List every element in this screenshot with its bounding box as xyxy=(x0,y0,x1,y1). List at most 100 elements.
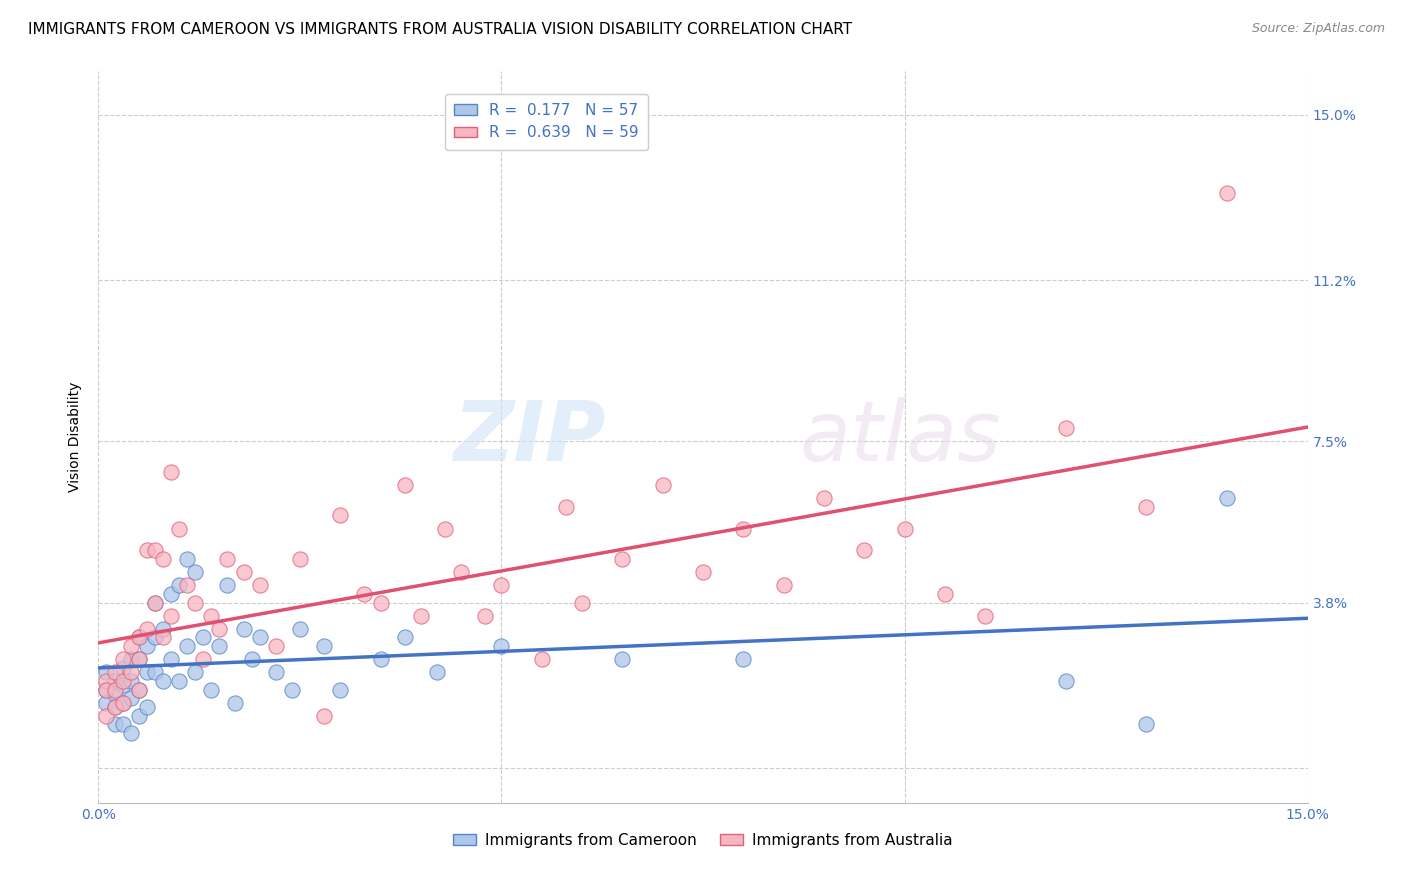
Text: Source: ZipAtlas.com: Source: ZipAtlas.com xyxy=(1251,22,1385,36)
Text: atlas: atlas xyxy=(800,397,1001,477)
Point xyxy=(111,678,134,692)
Point xyxy=(167,578,190,592)
Point xyxy=(111,696,134,710)
Point xyxy=(135,665,157,680)
Point xyxy=(103,665,125,680)
Point xyxy=(143,595,166,609)
Point xyxy=(103,700,125,714)
Text: ZIP: ZIP xyxy=(454,397,606,477)
Point xyxy=(176,639,198,653)
Point xyxy=(208,639,231,653)
Point xyxy=(120,691,142,706)
Point xyxy=(193,652,215,666)
Point xyxy=(314,639,336,653)
Point xyxy=(193,631,215,645)
Point xyxy=(160,465,183,479)
Point xyxy=(1216,186,1239,201)
Point xyxy=(651,478,673,492)
Point xyxy=(733,652,755,666)
Point xyxy=(281,682,304,697)
Point xyxy=(111,717,134,731)
Point xyxy=(135,622,157,636)
Point xyxy=(353,587,375,601)
Point xyxy=(120,673,142,688)
Point xyxy=(152,622,174,636)
Text: IMMIGRANTS FROM CAMEROON VS IMMIGRANTS FROM AUSTRALIA VISION DISABILITY CORRELAT: IMMIGRANTS FROM CAMEROON VS IMMIGRANTS F… xyxy=(28,22,852,37)
Point xyxy=(426,665,449,680)
Point xyxy=(111,652,134,666)
Point xyxy=(1135,717,1157,731)
Point xyxy=(200,608,222,623)
Point xyxy=(128,682,150,697)
Point xyxy=(96,673,118,688)
Point xyxy=(135,639,157,653)
Point xyxy=(329,508,352,523)
Point xyxy=(329,682,352,697)
Point xyxy=(128,682,150,697)
Point xyxy=(103,673,125,688)
Point xyxy=(167,521,190,535)
Point xyxy=(571,595,593,609)
Point xyxy=(1216,491,1239,505)
Point xyxy=(128,652,150,666)
Point xyxy=(143,595,166,609)
Point xyxy=(200,682,222,697)
Point xyxy=(128,631,150,645)
Point xyxy=(128,652,150,666)
Point xyxy=(143,631,166,645)
Point xyxy=(120,726,142,740)
Point xyxy=(974,608,997,623)
Point xyxy=(217,578,239,592)
Point xyxy=(249,578,271,592)
Point xyxy=(1135,500,1157,514)
Point xyxy=(184,565,207,579)
Point xyxy=(264,665,287,680)
Point xyxy=(103,682,125,697)
Point xyxy=(103,717,125,731)
Point xyxy=(103,687,125,701)
Point xyxy=(409,608,432,623)
Point xyxy=(128,631,150,645)
Point xyxy=(491,578,513,592)
Point xyxy=(160,608,183,623)
Point xyxy=(434,521,457,535)
Point xyxy=(167,673,190,688)
Point xyxy=(111,696,134,710)
Point xyxy=(111,673,134,688)
Point xyxy=(1054,421,1077,435)
Point xyxy=(135,543,157,558)
Point xyxy=(474,608,496,623)
Point xyxy=(288,622,311,636)
Point xyxy=(232,622,254,636)
Point xyxy=(143,665,166,680)
Point xyxy=(530,652,553,666)
Point xyxy=(103,700,125,714)
Point xyxy=(1054,673,1077,688)
Point xyxy=(96,682,118,697)
Point xyxy=(612,652,634,666)
Point xyxy=(240,652,263,666)
Point xyxy=(224,696,246,710)
Point xyxy=(96,682,118,697)
Point xyxy=(120,639,142,653)
Point xyxy=(160,652,183,666)
Point xyxy=(160,587,183,601)
Point xyxy=(120,665,142,680)
Point xyxy=(135,700,157,714)
Point xyxy=(288,552,311,566)
Point xyxy=(120,652,142,666)
Point xyxy=(264,639,287,653)
Point xyxy=(450,565,472,579)
Point xyxy=(733,521,755,535)
Point xyxy=(934,587,956,601)
Point xyxy=(232,565,254,579)
Point xyxy=(893,521,915,535)
Point xyxy=(184,665,207,680)
Point xyxy=(853,543,876,558)
Point xyxy=(184,595,207,609)
Point xyxy=(128,708,150,723)
Point xyxy=(208,622,231,636)
Point xyxy=(491,639,513,653)
Point xyxy=(217,552,239,566)
Point xyxy=(176,578,198,592)
